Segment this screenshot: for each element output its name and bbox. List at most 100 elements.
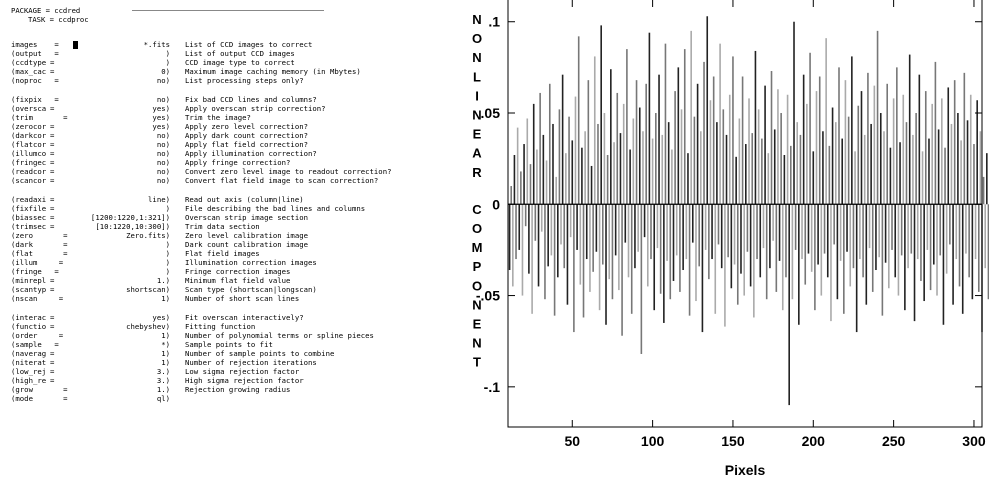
param-value[interactable]: ) [165, 58, 170, 67]
param-description: Fit overscan interactively? [185, 313, 304, 322]
param-value[interactable]: ) [165, 49, 170, 58]
param-row[interactable]: (interac = yes) Fit overscan interactively? [0, 313, 470, 323]
param-value[interactable]: 1) [161, 294, 170, 303]
bar [971, 204, 974, 300]
param-row[interactable]: (zerocor = yes) Apply zero level correction… [0, 122, 470, 132]
param-row[interactable]: (output =) List of output CCD images [0, 49, 470, 59]
param-row[interactable]: (low_rej = 3.) Low sigma rejection factor [0, 367, 470, 377]
param-value[interactable]: 1) [161, 331, 170, 340]
bar [691, 204, 694, 243]
param-value[interactable]: ) [165, 258, 170, 267]
param-row[interactable]: (dark =) Dark count calibration image [0, 240, 470, 250]
param-row[interactable]: (biassec = [1200:1220,1:321]) Overscan stri… [0, 213, 470, 223]
param-row[interactable]: (niterat = 1) Number of rejection iteration… [0, 358, 470, 368]
bar [908, 54, 911, 205]
param-row[interactable]: (flat =) Flat field images [0, 249, 470, 259]
bar [871, 204, 874, 292]
param-description: Trim data section [185, 222, 260, 231]
param-row[interactable]: (darkcor = no) Apply dark count correction? [0, 131, 470, 141]
param-value[interactable]: no) [156, 76, 170, 85]
param-row[interactable]: (scancor = no) Convert flat field image to … [0, 176, 470, 186]
param-row[interactable]: (naverag = 1) Number of sample points to co… [0, 349, 470, 359]
param-value[interactable]: 1) [161, 358, 170, 367]
param-row[interactable]: (minrepl = 1.) Minimum flat field value [0, 276, 470, 286]
param-value[interactable]: chebyshev) [126, 322, 170, 331]
bar [910, 204, 913, 254]
param-row[interactable]: (readcor = no) Convert zero level image to … [0, 167, 470, 177]
param-value[interactable]: no) [156, 140, 170, 149]
param-value[interactable]: ) [165, 267, 170, 276]
param-value[interactable]: no) [156, 149, 170, 158]
param-row[interactable]: (noproc = no) List processing steps only? [0, 76, 470, 86]
bar [753, 204, 755, 318]
param-description: Number of rejection iterations [185, 358, 317, 367]
param-description: Number of sample points to combine [185, 349, 335, 358]
param-row[interactable]: (order = 1) Number of polynomial terms or … [0, 331, 470, 341]
param-description: Maximum image caching memory (in Mbytes) [185, 67, 361, 76]
param-value[interactable]: *) [161, 340, 170, 349]
y-axis-label-letter: N [472, 336, 481, 351]
bar [860, 91, 863, 205]
param-row[interactable]: (illum =) Illumination correction images [0, 258, 470, 268]
param-sep: = [50, 49, 59, 58]
param-value[interactable]: 3.) [156, 376, 170, 385]
param-sep: = [50, 240, 68, 249]
param-value[interactable]: 3.) [156, 367, 170, 376]
param-row[interactable]: (oversca = yes) Apply overscan strip correc… [0, 104, 470, 114]
param-value[interactable]: line) [148, 195, 170, 204]
param-row[interactable]: (grow = 1.) Rejection growing radius [0, 385, 470, 395]
param-value[interactable]: [10:1220,10:300]) [95, 222, 170, 231]
param-row[interactable]: images = *.fits List of CCD images to corr… [0, 40, 470, 50]
param-value[interactable]: ql) [156, 394, 170, 403]
param-row[interactable]: (scantyp = shortscan) Scan type (shortscan|… [0, 285, 470, 295]
param-value[interactable]: *.fits [143, 40, 170, 49]
param-row[interactable]: (illumco = no) Apply illumination correctio… [0, 149, 470, 159]
param-row[interactable]: (functio = chebyshev) Fitting function [0, 322, 470, 332]
param-row[interactable]: (max_cac = 0) Maximum image caching memory … [0, 67, 470, 77]
bar [590, 165, 593, 205]
bar [902, 94, 905, 205]
param-value[interactable]: 1.) [156, 385, 170, 394]
param-row[interactable]: (nscan = 1) Number of short scan lines [0, 294, 470, 304]
param-value[interactable]: no) [156, 158, 170, 167]
param-row[interactable]: (fixpix = no) Fix bad CCD lines and column… [0, 95, 470, 105]
param-value[interactable]: ) [165, 249, 170, 258]
bar [849, 204, 852, 287]
bar [708, 204, 710, 280]
param-value[interactable]: 0) [161, 67, 170, 76]
param-value[interactable]: no) [156, 176, 170, 185]
param-value[interactable]: yes) [152, 122, 170, 131]
param-row[interactable]: (sample = *) Sample points to fit [0, 340, 470, 350]
param-row[interactable]: (zero = Zero.fits) Zero level calibration … [0, 231, 470, 241]
param-value[interactable]: ) [165, 204, 170, 213]
param-value[interactable]: ) [165, 240, 170, 249]
param-row[interactable]: (readaxi = line) Read out axis (column|line… [0, 195, 470, 205]
bar [767, 153, 770, 205]
param-value[interactable]: 1) [161, 349, 170, 358]
param-name: (scancor [11, 176, 47, 185]
param-value[interactable]: no) [156, 131, 170, 140]
param-row[interactable]: (trim = yes) Trim the image? [0, 113, 470, 123]
param-row[interactable]: (fixfile =) File describing the bad lines … [0, 204, 470, 214]
param-value[interactable]: Zero.fits) [126, 231, 170, 240]
bar [637, 204, 639, 252]
param-value[interactable]: yes) [152, 104, 170, 113]
param-value[interactable]: shortscan) [126, 285, 170, 294]
param-row[interactable]: (mode = ql) [0, 394, 470, 404]
param-row[interactable]: (trimsec = [10:1220,10:300]) Trim data sect… [0, 222, 470, 232]
param-value[interactable]: no) [156, 95, 170, 104]
param-value[interactable]: yes) [152, 313, 170, 322]
x-axis-label: Pixels [725, 462, 766, 478]
bar [889, 147, 892, 205]
param-name: (grow [11, 385, 33, 394]
param-value[interactable]: 1.) [156, 276, 170, 285]
param-value[interactable]: no) [156, 167, 170, 176]
param-value[interactable]: yes) [152, 113, 170, 122]
task-line: TASK = ccdproc [28, 15, 89, 24]
param-row[interactable]: (flatcor = no) Apply flat field correction? [0, 140, 470, 150]
param-row[interactable]: (fringec = no) Apply fringe correction? [0, 158, 470, 168]
param-row[interactable]: (fringe =) Fringe correction images [0, 267, 470, 277]
param-row[interactable]: (high_re = 3.) High sigma rejection factor [0, 376, 470, 386]
param-row[interactable]: (ccdtype =) CCD image type to correct [0, 58, 470, 68]
param-value[interactable]: [1200:1220,1:321]) [90, 213, 170, 222]
